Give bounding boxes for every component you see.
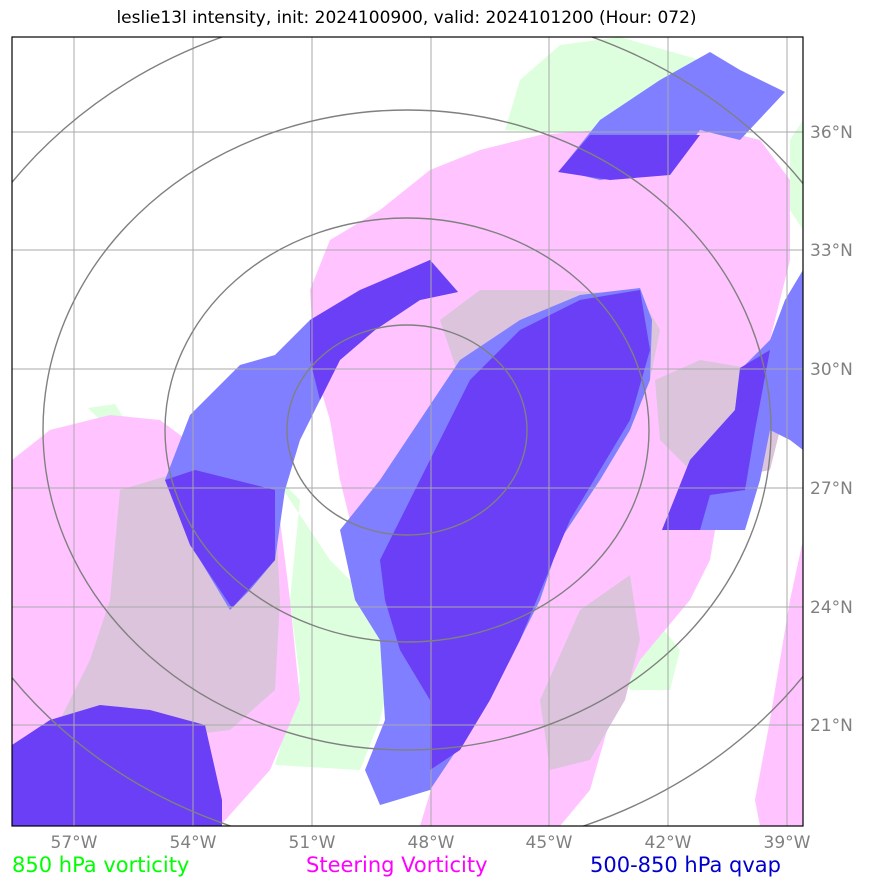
lat-label: 33°N [810,241,853,261]
graticule [12,37,803,826]
lon-label: 48°W [408,833,455,853]
qvap-region-north-core [558,135,700,180]
range-ring-3 [42,109,772,751]
vorticity-region-south [270,470,400,770]
qvap-region-center-core [380,290,650,770]
lon-label: 45°W [526,833,573,853]
lat-label: 24°N [810,598,853,618]
lon-label: 42°W [645,833,692,853]
qvap-region-east-core [662,350,770,530]
range-ring-2 [164,217,650,643]
lat-label: 21°N [810,716,853,736]
latitude-labels: 36°N 33°N 30°N 27°N 24°N 21°N [810,123,853,736]
qvap-layer [12,52,803,826]
range-rings [12,37,803,826]
legend-850-vorticity: 850 hPa vorticity [12,853,190,877]
legend-steering-vorticity: Steering Vorticity [306,853,488,877]
steering-region-southeast [755,540,803,826]
lat-label: 30°N [810,360,853,380]
lat-label: 27°N [810,479,853,499]
lat-label: 36°N [810,123,853,143]
lon-label: 57°W [51,833,98,853]
qvap-region-small [221,398,243,418]
lon-label: 39°W [764,833,811,853]
lon-label: 54°W [170,833,217,853]
lon-label: 51°W [289,833,336,853]
range-ring-1 [286,324,528,536]
legend-qvap: 500-850 hPa qvap [590,853,781,877]
qvap-region-arc-core [310,260,458,400]
overlap-region-south [540,575,640,770]
qvap-region-southwest [12,705,222,826]
longitude-labels: 57°W 54°W 51°W 48°W 45°W 42°W 39°W [51,833,811,853]
map-border [11,36,804,827]
map-title: leslie13l intensity, init: 2024100900, v… [116,8,697,28]
